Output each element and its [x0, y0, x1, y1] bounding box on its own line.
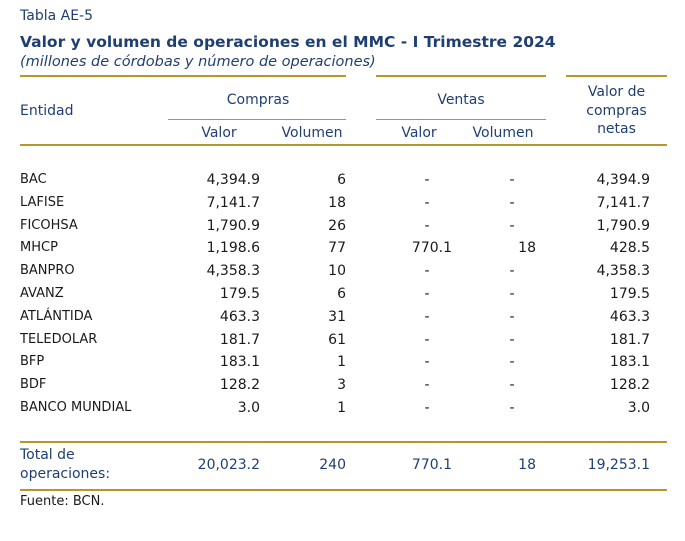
row-ventas-valor: -: [424, 332, 430, 348]
totals-ventas-volumen: 18: [518, 457, 536, 473]
row-compras-volumen: 18: [328, 195, 346, 211]
totals-top-rule: [20, 441, 667, 443]
top-rule-net: [566, 75, 667, 77]
subheader-rule-compras: [168, 119, 346, 120]
header-bottom-rule: [20, 144, 667, 146]
row-compras-volumen: 6: [337, 172, 346, 188]
row-ventas-volumen: -: [509, 332, 515, 348]
totals-ventas-valor: 770.1: [411, 457, 452, 473]
row-compras-valor: 181.7: [219, 332, 260, 348]
row-net: 179.5: [609, 286, 650, 302]
row-compras-valor: 1,790.9: [206, 218, 260, 234]
row-entity: AVANZ: [20, 286, 64, 301]
row-ventas-valor: -: [424, 354, 430, 370]
row-compras-valor: 179.5: [219, 286, 260, 302]
row-compras-valor: 3.0: [237, 400, 260, 416]
table-title: Valor y volumen de operaciones en el MMC…: [20, 33, 556, 51]
row-compras-volumen: 6: [337, 286, 346, 302]
row-entity: BFP: [20, 354, 45, 369]
row-ventas-valor: -: [424, 377, 430, 393]
header-entity: Entidad: [20, 103, 74, 119]
row-ventas-volumen: -: [509, 263, 515, 279]
row-net: 463.3: [609, 309, 650, 325]
row-entity: ATLÁNTIDA: [20, 309, 93, 324]
row-entity: BANPRO: [20, 263, 75, 278]
row-net: 7,141.7: [596, 195, 650, 211]
row-compras-volumen: 10: [328, 263, 346, 279]
header-net-line2: compras: [586, 103, 647, 119]
row-ventas-valor: -: [424, 400, 430, 416]
table-label: Tabla AE-5: [20, 8, 94, 24]
totals-bottom-rule: [20, 489, 667, 491]
row-ventas-volumen: -: [509, 354, 515, 370]
header-net-line3: netas: [597, 121, 636, 137]
header-compras-valor: Valor: [201, 125, 237, 141]
header-ventas-valor: Valor: [401, 125, 437, 141]
row-compras-volumen: 77: [328, 240, 346, 256]
row-ventas-volumen: 18: [518, 240, 536, 256]
header-ventas-volumen: Volumen: [472, 125, 534, 141]
row-entity: TELEDOLAR: [20, 332, 98, 347]
totals-compras-valor: 20,023.2: [197, 457, 260, 473]
row-ventas-volumen: -: [509, 400, 515, 416]
header-net-line1: Valor de: [587, 84, 646, 100]
row-entity: BAC: [20, 172, 47, 187]
totals-net: 19,253.1: [587, 457, 650, 473]
row-ventas-valor: 770.1: [411, 240, 452, 256]
row-net: 4,358.3: [596, 263, 650, 279]
row-compras-volumen: 31: [328, 309, 346, 325]
row-ventas-volumen: -: [509, 377, 515, 393]
row-entity: BDF: [20, 377, 47, 392]
row-ventas-volumen: -: [509, 172, 515, 188]
row-compras-volumen: 1: [337, 400, 346, 416]
row-compras-valor: 7,141.7: [206, 195, 260, 211]
top-rule-ventas: [376, 75, 546, 77]
row-compras-valor: 4,358.3: [206, 263, 260, 279]
row-ventas-valor: -: [424, 218, 430, 234]
row-entity: MHCP: [20, 240, 58, 255]
row-compras-valor: 128.2: [219, 377, 260, 393]
row-entity: BANCO MUNDIAL: [20, 400, 132, 415]
row-compras-valor: 1,198.6: [206, 240, 260, 256]
header-ventas: Ventas: [437, 92, 485, 108]
row-net: 428.5: [609, 240, 650, 256]
row-ventas-valor: -: [424, 309, 430, 325]
table-source: Fuente: BCN.: [20, 494, 105, 509]
row-entity: FICOHSA: [20, 218, 78, 233]
row-entity: LAFISE: [20, 195, 65, 210]
table-subtitle: (millones de córdobas y número de operac…: [20, 54, 376, 70]
row-ventas-valor: -: [424, 286, 430, 302]
row-compras-valor: 463.3: [219, 309, 260, 325]
top-rule-compras: [20, 75, 346, 77]
row-compras-valor: 183.1: [219, 354, 260, 370]
row-ventas-valor: -: [424, 195, 430, 211]
subheader-rule-ventas: [376, 119, 546, 120]
row-compras-volumen: 26: [328, 218, 346, 234]
totals-label-line2: operaciones:: [20, 466, 111, 482]
row-net: 3.0: [627, 400, 650, 416]
totals-label-line1: Total de: [20, 447, 75, 463]
row-ventas-volumen: -: [509, 195, 515, 211]
row-net: 181.7: [609, 332, 650, 348]
row-net: 128.2: [609, 377, 650, 393]
row-compras-volumen: 1: [337, 354, 346, 370]
row-compras-valor: 4,394.9: [206, 172, 260, 188]
totals-compras-volumen: 240: [319, 457, 346, 473]
row-compras-volumen: 61: [328, 332, 346, 348]
row-ventas-valor: -: [424, 172, 430, 188]
header-compras-volumen: Volumen: [281, 125, 343, 141]
row-ventas-volumen: -: [509, 309, 515, 325]
row-ventas-volumen: -: [509, 218, 515, 234]
row-net: 183.1: [609, 354, 650, 370]
row-ventas-volumen: -: [509, 286, 515, 302]
header-compras: Compras: [226, 92, 290, 108]
row-net: 4,394.9: [596, 172, 650, 188]
row-ventas-valor: -: [424, 263, 430, 279]
row-compras-volumen: 3: [337, 377, 346, 393]
row-net: 1,790.9: [596, 218, 650, 234]
